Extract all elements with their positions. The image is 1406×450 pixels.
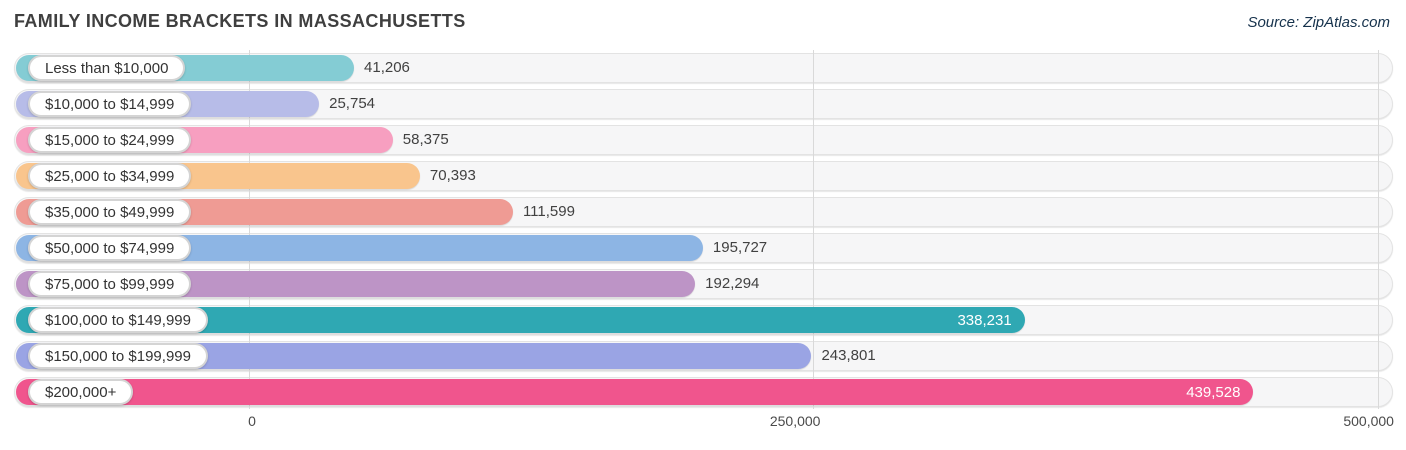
value-label: 41,206 [364,59,410,76]
category-pill: $50,000 to $74,999 [28,235,192,261]
gridlines [14,50,1393,409]
x-axis: 0 250,000 500,000 [14,413,1394,435]
value-label: 338,231 [957,311,1012,329]
value-label: 243,801 [821,347,876,364]
x-axis-tick: 250,000 [769,413,821,429]
value-label: 25,754 [329,95,376,112]
chart-row: $75,000 to $99,999 192,294 [14,269,1393,299]
gridline [813,50,815,409]
category-pill: $150,000 to $199,999 [28,343,208,369]
category-label: $75,000 to $99,999 [45,275,175,293]
category-pill: $25,000 to $34,999 [28,163,192,189]
category-label: $150,000 to $199,999 [45,347,191,365]
x-axis-tick: 0 [248,413,256,429]
category-label: $35,000 to $49,999 [45,203,175,221]
value-label: 58,375 [402,131,449,148]
category-pill: $100,000 to $149,999 [28,307,208,333]
category-pill: $35,000 to $49,999 [28,199,192,225]
category-label: $200,000+ [45,383,117,401]
chart-bar: 439,528 [16,379,1254,405]
category-label: Less than $10,000 [45,59,169,77]
category-pill: $15,000 to $24,999 [28,127,192,153]
chart-row: 338,231 $100,000 to $149,999 [14,305,1393,335]
chart-row: $25,000 to $34,999 70,393 [14,161,1393,191]
bar-chart: Less than $10,000 41,206 $10,000 to $14,99… [14,50,1393,409]
chart-row: $15,000 to $24,999 58,375 [14,125,1393,155]
category-pill: Less than $10,000 [28,55,186,81]
chart-row: 439,528 $200,000+ [14,377,1393,407]
chart-row: $35,000 to $49,999 111,599 [14,197,1393,227]
category-pill: $10,000 to $14,999 [28,91,192,117]
category-label: $100,000 to $149,999 [45,311,191,329]
page-title: FAMILY INCOME BRACKETS IN MASSACHUSETTS [14,11,466,31]
value-label: 439,528 [1186,383,1241,401]
chart-row: $150,000 to $199,999 243,801 [14,341,1393,371]
gridline [1377,50,1379,409]
category-pill: $75,000 to $99,999 [28,271,192,297]
source-attribution: Source: ZipAtlas.com [1247,14,1390,31]
category-label: $25,000 to $34,999 [45,167,175,185]
value-label: 192,294 [705,275,760,292]
value-label: 195,727 [712,239,768,256]
chart-header: FAMILY INCOME BRACKETS IN MASSACHUSETTS … [0,0,1406,32]
chart-row: $10,000 to $14,999 25,754 [14,89,1393,119]
category-label: $50,000 to $74,999 [45,239,175,257]
category-pill: $200,000+ [28,379,134,405]
value-label: 111,599 [522,203,575,220]
chart-row: $50,000 to $74,999 195,727 [14,233,1393,263]
category-label: $10,000 to $14,999 [45,95,175,113]
chart-row: Less than $10,000 41,206 [14,53,1393,83]
gridline [248,50,250,409]
x-axis-tick: 500,000 [1343,413,1394,429]
value-label: 70,393 [429,167,476,184]
category-label: $15,000 to $24,999 [45,131,175,149]
chart-rows: Less than $10,000 41,206 $10,000 to $14,99… [14,53,1393,407]
